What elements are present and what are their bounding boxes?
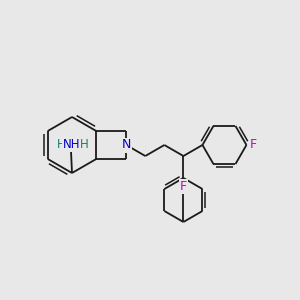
Text: N: N	[122, 139, 131, 152]
Text: H: H	[80, 137, 88, 151]
Text: H: H	[57, 139, 65, 152]
Text: F: F	[180, 179, 187, 193]
Text: F: F	[250, 139, 257, 152]
Text: NH: NH	[63, 139, 81, 152]
